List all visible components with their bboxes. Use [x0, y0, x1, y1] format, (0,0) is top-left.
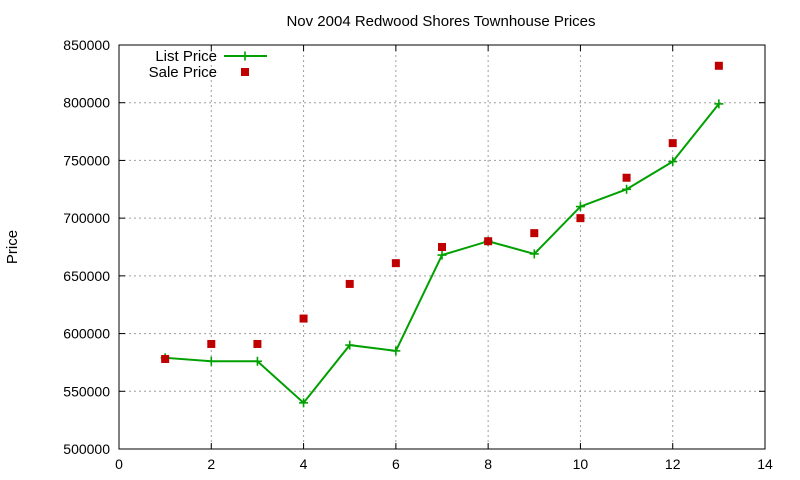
list-price-point [714, 99, 724, 109]
y-tick-label: 600000 [63, 326, 110, 342]
y-tick-label: 750000 [63, 152, 110, 168]
y-tick-label: 800000 [63, 95, 110, 111]
x-tick-label: 8 [484, 456, 492, 472]
list-price-point [529, 249, 539, 259]
sale-price-point [576, 214, 585, 223]
sale-price-point [207, 339, 216, 348]
y-tick-label: 650000 [63, 268, 110, 284]
series-layer [160, 61, 724, 408]
y-tick-label: 500000 [63, 441, 110, 457]
sale-price-point [668, 139, 677, 148]
legend-square-marker [241, 68, 249, 76]
x-tick-label: 4 [300, 456, 308, 472]
y-tick-label: 700000 [63, 210, 110, 226]
list-price-point [345, 340, 355, 350]
sale-price-point [438, 243, 446, 251]
x-tick-label: 14 [757, 456, 773, 472]
sale-price-point [161, 354, 170, 363]
sale-price-point [345, 279, 354, 288]
sale-price-point [253, 339, 262, 348]
chart-title: Nov 2004 Redwood Shores Townhouse Prices [286, 13, 595, 30]
x-tick-label: 2 [207, 456, 215, 472]
x-tick-label: 0 [115, 456, 123, 472]
sale-price-point [299, 314, 308, 323]
x-tick-label: 6 [392, 456, 400, 472]
legend-label: List Price [155, 48, 217, 65]
x-tick-label: 12 [665, 456, 681, 472]
y-axis-label: Price [4, 230, 21, 264]
sale-price-point [714, 61, 723, 70]
sale-price-point [391, 259, 400, 268]
list-price-point [206, 356, 216, 366]
list-price-point [437, 250, 447, 260]
plot-frame [118, 44, 766, 450]
y-tick-label: 850000 [63, 37, 110, 53]
axes [118, 44, 766, 450]
list-price-point [299, 398, 309, 408]
list-price-point [668, 157, 678, 167]
sale-price-point [484, 237, 493, 246]
sale-price-point [622, 173, 631, 182]
sale-price-point [530, 229, 539, 238]
x-tick-label: 10 [573, 456, 589, 472]
legend-label: Sale Price [149, 64, 217, 81]
grid-lines [119, 45, 765, 449]
list-price-point [622, 184, 632, 194]
list-price-point [391, 346, 401, 356]
y-tick-label: 550000 [63, 383, 110, 399]
legend-plus-marker [240, 51, 250, 61]
list-price-point [575, 202, 585, 212]
tick-labels: 0 2 4 6 8 10 12 14 500000 550000 600000 650000 70000… [63, 37, 773, 472]
list-price-point [252, 356, 262, 366]
